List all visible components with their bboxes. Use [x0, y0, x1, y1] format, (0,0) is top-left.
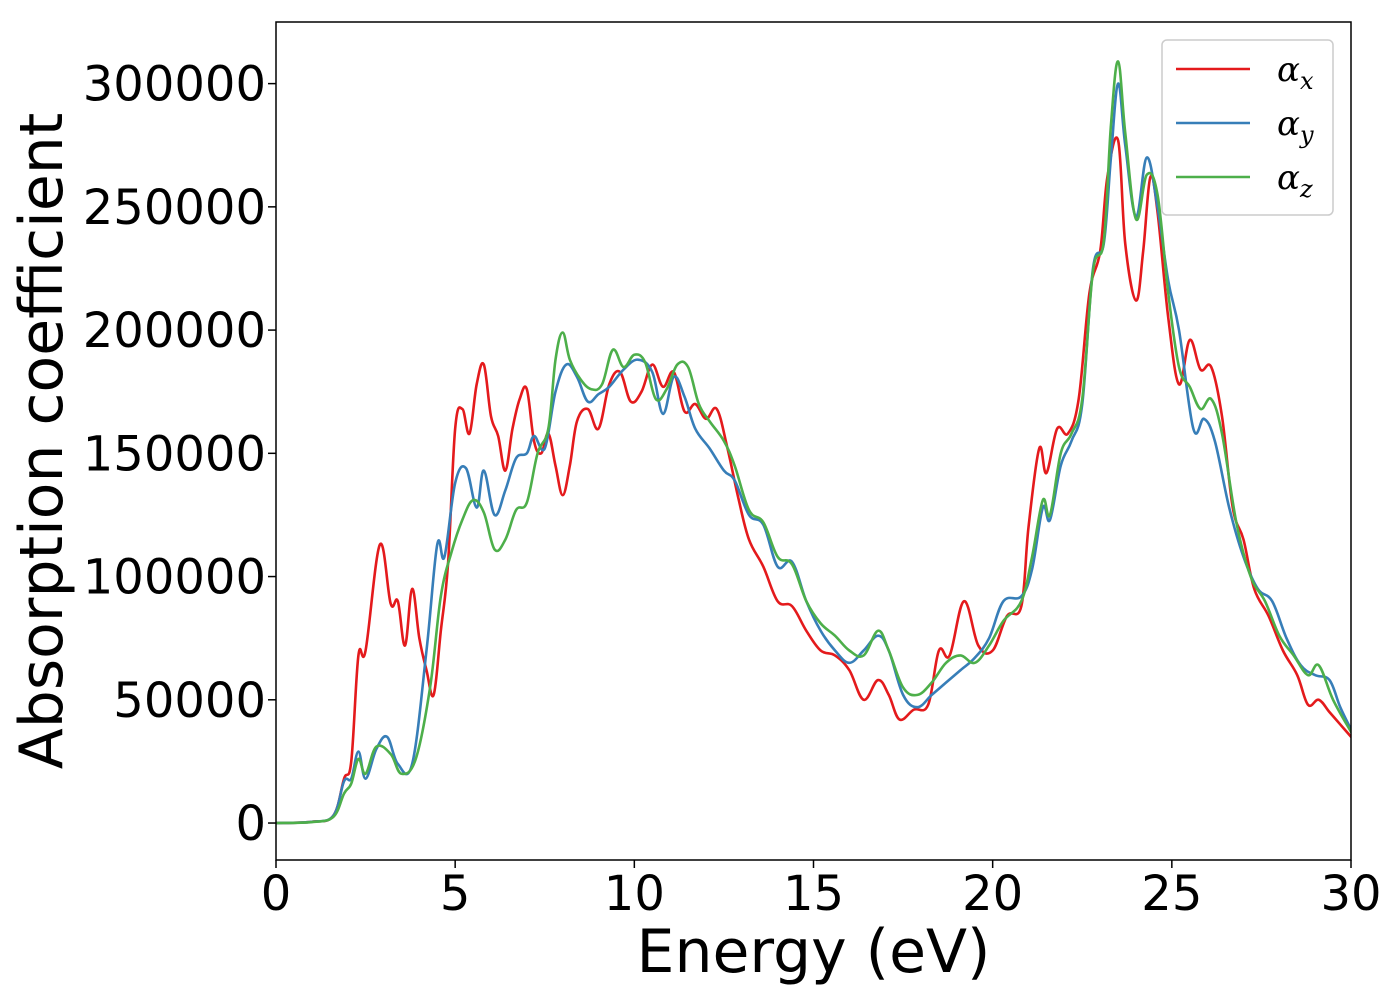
x-tick-label: 25 — [1141, 866, 1202, 922]
y-tick-label: 0 — [235, 796, 266, 852]
series-layer — [276, 60, 1351, 825]
x-tick-label: 5 — [440, 866, 471, 922]
y-tick-label: 150000 — [83, 426, 266, 482]
series-line-x — [276, 136, 1351, 825]
y-tick-label: 300000 — [83, 57, 266, 113]
y-tick-label: 250000 — [83, 180, 266, 236]
y-tick-label: 50000 — [113, 673, 266, 729]
y-tick-label: 200000 — [83, 303, 266, 359]
x-axis-ticks: 0 5 10 15 20 25 30 — [261, 860, 1382, 922]
series-line-z — [276, 60, 1351, 825]
x-tick-label: 10 — [604, 866, 665, 922]
x-tick-label: 20 — [962, 866, 1023, 922]
legend-box — [1161, 39, 1334, 216]
x-tick-label: 15 — [783, 866, 844, 922]
y-axis-label: Absorption coefficient — [7, 113, 77, 770]
y-tick-label: 100000 — [83, 550, 266, 606]
legend-entry-z: αz — [1277, 158, 1313, 203]
y-axis-ticks: 0 50000 100000 150000 200000 250000 300000 — [83, 57, 276, 852]
x-axis-label: Energy (eV) — [637, 917, 991, 987]
x-tick-label: 30 — [1320, 866, 1381, 922]
x-tick-label: 0 — [261, 866, 292, 922]
